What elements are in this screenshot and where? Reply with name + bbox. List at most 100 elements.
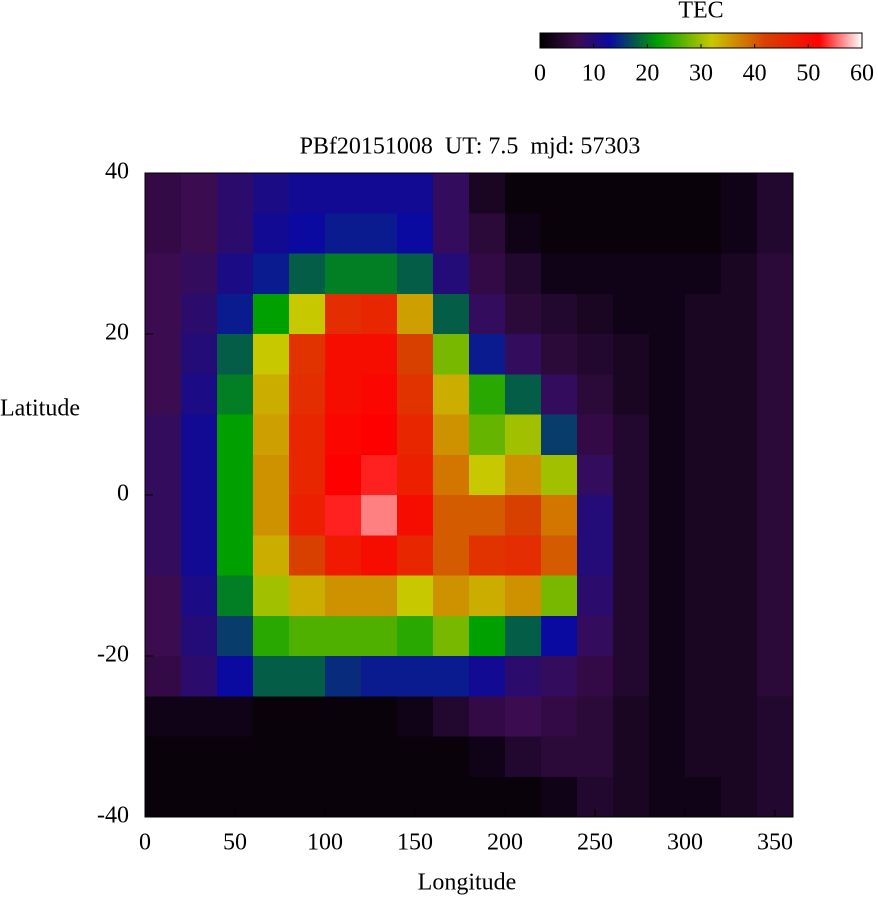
heatmap-cell [649, 615, 686, 657]
heatmap-cell [433, 374, 470, 416]
heatmap-cell [181, 213, 218, 255]
heatmap-cell [649, 656, 686, 697]
heatmap-cell [325, 656, 362, 697]
heatmap-cell [613, 414, 650, 456]
heatmap-cell [685, 776, 722, 818]
y-tick-label: 40 [105, 159, 129, 185]
heatmap-cell [325, 213, 362, 255]
heatmap-cell [577, 414, 614, 456]
heatmap-cell [253, 414, 290, 456]
heatmap-cell [685, 414, 722, 456]
heatmap-cell [253, 615, 290, 657]
heatmap-cell [217, 334, 254, 375]
heatmap-cell [613, 535, 650, 577]
heatmap-cell [613, 736, 650, 778]
heatmap-cell [613, 454, 650, 496]
heatmap-cell [721, 575, 758, 617]
heatmap-cell [541, 615, 578, 657]
heatmap-cell [217, 454, 254, 496]
heatmap-cell [757, 213, 794, 255]
heatmap-cell [181, 575, 218, 617]
heatmap-cell [613, 213, 650, 255]
heatmap-cell [397, 615, 434, 657]
heatmap-cell [433, 253, 470, 295]
heatmap-cell [253, 173, 290, 214]
heatmap-cell [433, 656, 470, 697]
heatmap-cell [397, 173, 434, 214]
heatmap-cell [613, 374, 650, 416]
heatmap-cell [361, 334, 398, 375]
heatmap-cell [361, 535, 398, 577]
heatmap-cell [613, 334, 650, 375]
heatmap-cell [433, 495, 470, 536]
heatmap-cell [289, 253, 326, 295]
heatmap-cell [505, 213, 542, 255]
heatmap-cell [253, 776, 290, 818]
heatmap-cell [289, 615, 326, 657]
heatmap-cell [217, 535, 254, 577]
heatmap-cell [253, 575, 290, 617]
heatmap-cell [649, 374, 686, 416]
heatmap-cell [577, 213, 614, 255]
heatmap-cell [253, 656, 290, 697]
heatmap-cell [685, 374, 722, 416]
heatmap-cell [325, 776, 362, 818]
x-axis-label: Longitude [418, 870, 517, 896]
heatmap-cell [181, 696, 218, 738]
heatmap-cell [289, 334, 326, 375]
heatmap-cell [505, 656, 542, 697]
heatmap-cell [253, 535, 290, 577]
heatmap-cell [325, 495, 362, 536]
heatmap-cell [361, 374, 398, 416]
heatmap-cell [541, 253, 578, 295]
heatmap-cell [145, 293, 182, 335]
heatmap-cell [325, 615, 362, 657]
heatmap-cell [361, 173, 398, 214]
heatmap-cell [325, 454, 362, 496]
heatmap-cell [217, 173, 254, 214]
heatmap-cell [685, 253, 722, 295]
heatmap-cell [145, 696, 182, 738]
heatmap-cell [577, 575, 614, 617]
heatmap-cell [217, 696, 254, 738]
heatmap-cell [217, 414, 254, 456]
heatmap-cell [361, 253, 398, 295]
heatmap-cell [289, 736, 326, 778]
heatmap-cell [685, 575, 722, 617]
heatmap-cell [685, 535, 722, 577]
heatmap-cell [433, 213, 470, 255]
heatmap-cell [469, 736, 506, 778]
heatmap-cell [577, 173, 614, 214]
heatmap-cell [757, 736, 794, 778]
heatmap-cell [541, 656, 578, 697]
heatmap-cell [145, 454, 182, 496]
heatmap-cell [181, 495, 218, 536]
x-tick-label: 50 [223, 830, 247, 856]
heatmap-cell [361, 575, 398, 617]
heatmap-cell [757, 173, 794, 214]
chart-title: PBf20151008 UT: 7.5 mjd: 57303 [300, 134, 641, 160]
heatmap-cell [325, 696, 362, 738]
heatmap-cell [757, 454, 794, 496]
heatmap-cell [289, 776, 326, 818]
heatmap-cell [361, 293, 398, 335]
heatmap-cell [325, 535, 362, 577]
heatmap-cell [613, 776, 650, 818]
colorbar-tick-label: 60 [850, 61, 874, 87]
heatmap-cell [289, 696, 326, 738]
heatmap-cell [361, 454, 398, 496]
heatmap-cell [361, 776, 398, 818]
heatmap-cell [253, 374, 290, 416]
heatmap-cell [217, 615, 254, 657]
heatmap-cell [577, 656, 614, 697]
heatmap-cell [397, 454, 434, 496]
heatmap-cell [505, 535, 542, 577]
heatmap-cell [505, 615, 542, 657]
heatmap-cell [361, 213, 398, 255]
heatmap-cell [217, 293, 254, 335]
x-tick-label: 300 [667, 830, 703, 856]
heatmap-cell [253, 293, 290, 335]
heatmap-cell [505, 293, 542, 335]
heatmap-cell [181, 253, 218, 295]
heatmap-cell [181, 374, 218, 416]
